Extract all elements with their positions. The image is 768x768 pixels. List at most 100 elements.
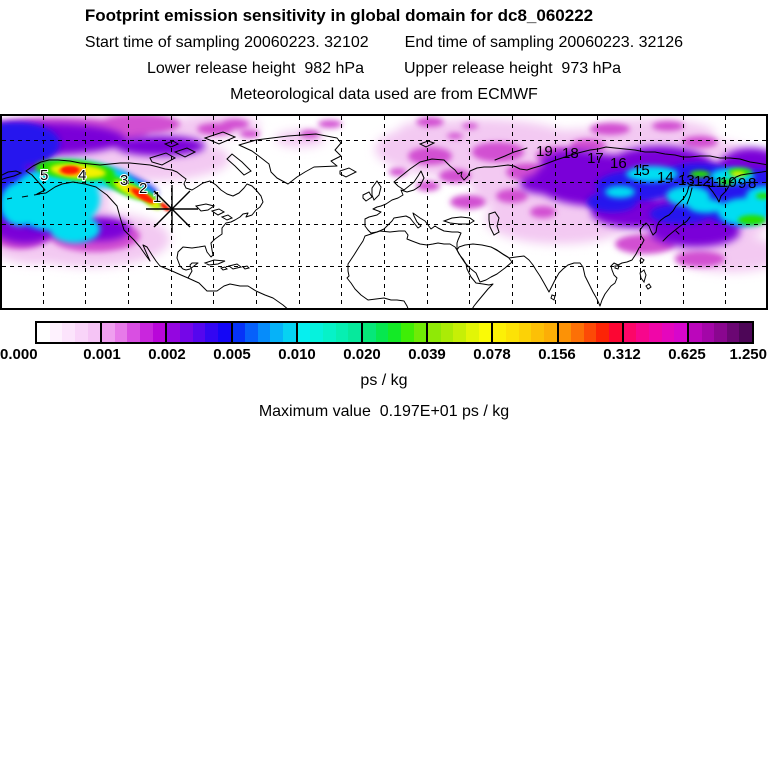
colorbar-tick-label: 0.020 — [343, 346, 381, 363]
colorbar-tick-label: 0.002 — [148, 346, 186, 363]
trajectory-day-12: 12 — [694, 173, 711, 190]
colorbar-cell — [453, 323, 467, 342]
map-border — [0, 114, 768, 310]
colorbar-cell — [87, 323, 101, 342]
colorbar-units: ps / kg — [360, 372, 408, 389]
sensitivity-plume-layer — [0, 114, 768, 272]
colorbar-cell — [596, 323, 610, 342]
colorbar-cell — [348, 323, 361, 342]
colorbar-cell — [413, 323, 427, 342]
trajectory-day-19: 19 — [536, 143, 553, 160]
trajectory-day-13: 13 — [678, 172, 695, 189]
colorbar-cell — [283, 323, 296, 342]
colorbar-block-4 — [297, 323, 363, 342]
trajectory-day-8: 8 — [748, 175, 756, 192]
colorbar-cell — [375, 323, 389, 342]
colorbar-tick-label: 0.010 — [278, 346, 316, 363]
trajectory-day-18: 18 — [562, 145, 579, 162]
colorbar-cell — [37, 323, 50, 342]
colorbar-block-9 — [623, 323, 689, 342]
colorbar-cell — [49, 323, 63, 342]
colorbar-cell — [362, 323, 376, 342]
colorbar-cell — [297, 323, 311, 342]
colorbar-cell — [127, 323, 141, 342]
colorbar-tick-label: 0.156 — [538, 346, 576, 363]
colorbar-cell — [661, 323, 675, 342]
colorbar-block-6 — [428, 323, 494, 342]
max-value-text: Maximum value 0.197E+01 ps / kg — [258, 403, 510, 420]
trajectory-day-16: 16 — [610, 155, 627, 172]
colorbar-cell — [114, 323, 128, 342]
colorbar-block-1 — [102, 323, 168, 342]
colorbar-tick-label: 0.000 — [0, 346, 38, 363]
trajectory-day-2: 2 — [139, 180, 147, 197]
colorbar-cell — [688, 323, 702, 342]
colorbar-cell — [257, 323, 271, 342]
colorbar-cell — [388, 323, 401, 342]
receptor-asterisk-marker — [146, 185, 198, 233]
colorbar-block-8 — [558, 323, 624, 342]
colorbar-cell — [623, 323, 637, 342]
colorbar-block-7 — [493, 323, 559, 342]
colorbar-block-5 — [362, 323, 429, 342]
colorbar-cell — [466, 323, 479, 342]
colorbar-tick-label: 1.250 — [729, 346, 767, 363]
colorbar-cell — [636, 323, 649, 342]
plot-title: Footprint emission sensitivity in global… — [84, 6, 594, 25]
upper-release-text: Upper release height 973 hPa — [404, 60, 622, 77]
colorbar-cell — [714, 323, 727, 342]
colorbar-tick-label: 0.005 — [213, 346, 251, 363]
colorbar-cell — [583, 323, 597, 342]
met-source-text: Meteorological data used are from ECMWF — [230, 86, 538, 103]
trajectory-day-14: 14 — [657, 169, 674, 186]
colorbar-tick-label: 0.312 — [603, 346, 641, 363]
colorbar-cell — [648, 323, 662, 342]
colorbar-cell — [726, 323, 740, 342]
trajectory-day-9: 9 — [738, 175, 746, 192]
colorbar-cell — [102, 323, 115, 342]
colorbar-cell — [505, 323, 519, 342]
colorbar-cell — [558, 323, 572, 342]
colorbar-cell — [140, 323, 153, 342]
colorbar-cell — [571, 323, 584, 342]
colorbar-cell — [428, 323, 441, 342]
colorbar-cell — [701, 323, 715, 342]
trajectory-day-17: 17 — [587, 150, 604, 167]
colorbar-cell — [518, 323, 532, 342]
colorbar-tick-labels: 0.000 0.001 0.002 0.005 0.010 0.020 0.039 0.078… — [0, 346, 768, 364]
colorbar-cell — [205, 323, 218, 342]
colorbar-cell — [74, 323, 88, 342]
sampling-time-line: Start time of sampling 20060223. 32102 E… — [0, 34, 768, 52]
colorbar-block-10 — [688, 323, 753, 342]
trajectory-day-10: 10 — [720, 174, 737, 191]
colorbar-cell — [232, 323, 246, 342]
colorbar-cell — [192, 323, 206, 342]
colorbar-cell — [609, 323, 622, 342]
colorbar-cell — [674, 323, 687, 342]
colorbar-tick-label: 0.078 — [473, 346, 511, 363]
start-time-text: Start time of sampling 20060223. 32102 — [84, 34, 369, 51]
trajectory-day-15: 15 — [633, 162, 650, 179]
colorbar-block-2 — [167, 323, 233, 342]
colorbar-block-0 — [37, 323, 103, 342]
world-map-panel: 5 4 3 2 1 19 18 17 16 15 14 13 12 11 10 9 8 — [0, 114, 768, 310]
colorbar-tick-label: 0.001 — [83, 346, 121, 363]
release-height-line: Lower release height 982 hPa Upper relea… — [0, 60, 768, 78]
colorbar-cell — [180, 323, 193, 342]
lower-release-text: Lower release height 982 hPa — [146, 60, 364, 77]
colorbar-cell — [400, 323, 414, 342]
trajectory-day-4: 4 — [78, 167, 86, 184]
trajectory-day-11: 11 — [708, 174, 724, 191]
colorbar-cell — [739, 323, 753, 342]
trajectory-day-3: 3 — [120, 172, 128, 189]
colorbar-tick-label: 0.039 — [408, 346, 446, 363]
colorbar-tick-label: 0.625 — [668, 346, 706, 363]
end-time-text: End time of sampling 20060223. 32126 — [404, 34, 684, 51]
colorbar-cell — [245, 323, 258, 342]
colorbar-cell — [270, 323, 284, 342]
colorbar-cell — [335, 323, 349, 342]
colorbar-cell — [531, 323, 544, 342]
colorbar-cell — [478, 323, 492, 342]
